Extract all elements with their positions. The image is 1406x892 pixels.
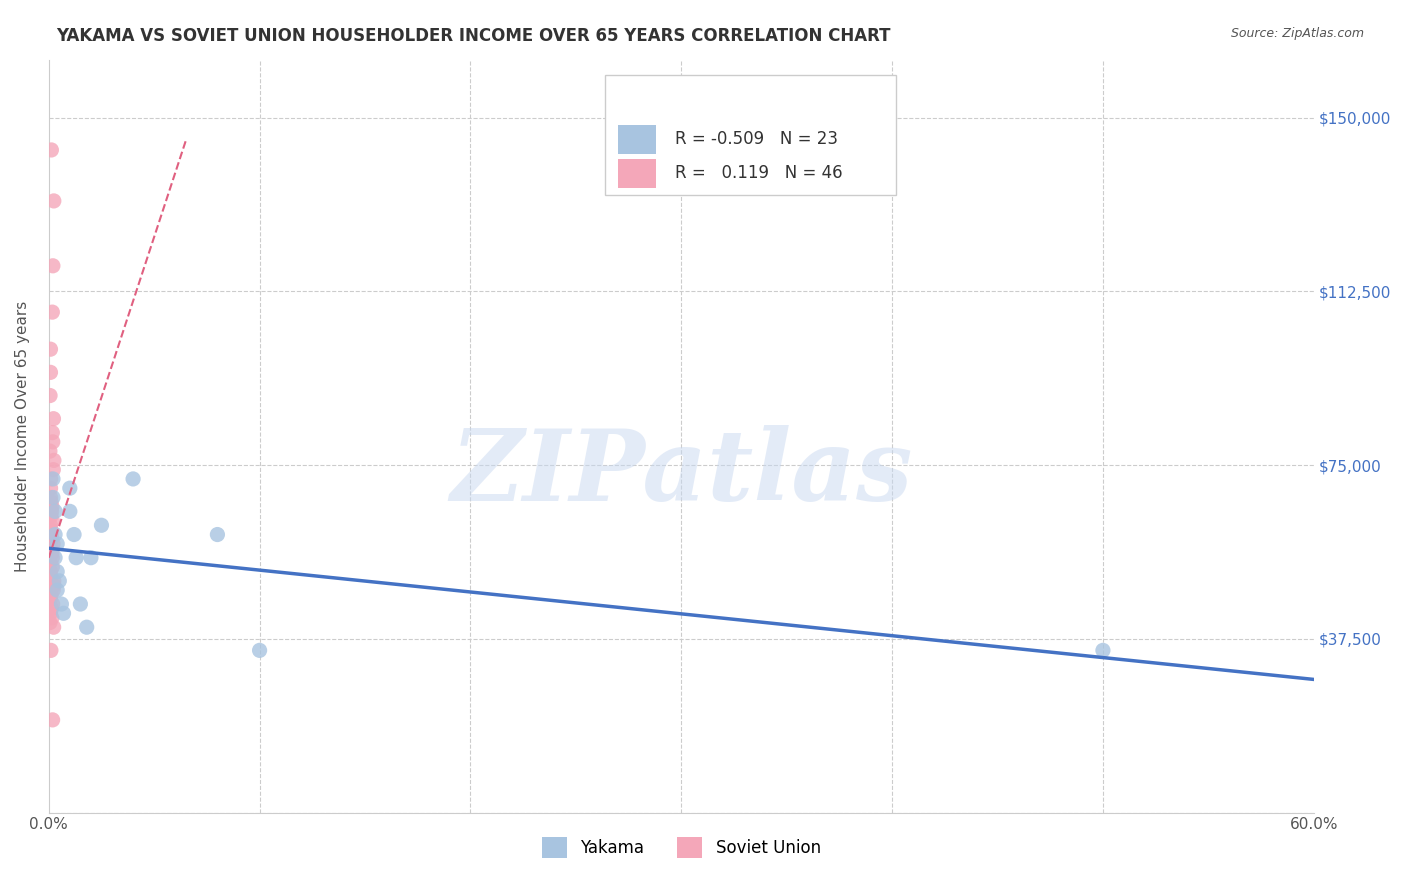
- Point: [59, 504, 82, 518]
- Point: [42, 434, 65, 449]
- Point: [41, 597, 63, 611]
- Y-axis label: Householder Income Over 65 years: Householder Income Over 65 years: [15, 301, 30, 572]
- Point: [39, 472, 62, 486]
- Text: R = -0.509   N = 23: R = -0.509 N = 23: [675, 130, 838, 148]
- Point: [44, 550, 66, 565]
- Point: [41, 550, 63, 565]
- Point: [207, 527, 229, 541]
- Point: [39, 388, 62, 402]
- Point: [41, 514, 63, 528]
- Point: [41, 527, 63, 541]
- Point: [42, 472, 65, 486]
- Point: [41, 611, 63, 625]
- Point: [42, 411, 65, 425]
- Point: [42, 453, 65, 467]
- Point: [39, 565, 62, 579]
- Point: [59, 481, 82, 495]
- Point: [41, 143, 63, 157]
- Point: [51, 597, 73, 611]
- Legend: Yakama, Soviet Union: Yakama, Soviet Union: [536, 830, 828, 864]
- Point: [65, 550, 87, 565]
- Point: [39, 607, 62, 621]
- Point: [39, 481, 62, 495]
- Point: [39, 592, 62, 607]
- Point: [41, 713, 63, 727]
- FancyBboxPatch shape: [606, 75, 896, 195]
- Point: [76, 620, 98, 634]
- Point: [41, 500, 63, 514]
- Text: ZIPatlas: ZIPatlas: [450, 425, 912, 522]
- Point: [39, 523, 62, 537]
- Point: [52, 607, 75, 621]
- Point: [39, 643, 62, 657]
- Point: [39, 615, 62, 630]
- FancyBboxPatch shape: [619, 159, 657, 187]
- Point: [39, 508, 62, 523]
- Point: [38, 444, 60, 458]
- Point: [46, 565, 69, 579]
- Point: [42, 259, 65, 273]
- Point: [42, 463, 65, 477]
- Point: [41, 305, 63, 319]
- Point: [39, 495, 62, 509]
- Point: [48, 574, 70, 588]
- Point: [39, 569, 62, 583]
- Point: [41, 601, 63, 615]
- Point: [41, 560, 63, 574]
- Point: [249, 643, 271, 657]
- Point: [39, 555, 62, 569]
- Point: [42, 491, 65, 505]
- Point: [42, 583, 65, 598]
- Text: R =   0.119   N = 46: R = 0.119 N = 46: [675, 164, 842, 182]
- Point: [39, 491, 62, 505]
- Point: [41, 425, 63, 440]
- Point: [42, 194, 65, 208]
- Point: [42, 537, 65, 551]
- Text: YAKAMA VS SOVIET UNION HOUSEHOLDER INCOME OVER 65 YEARS CORRELATION CHART: YAKAMA VS SOVIET UNION HOUSEHOLDER INCOM…: [56, 27, 891, 45]
- Point: [41, 504, 63, 518]
- Point: [41, 532, 63, 546]
- Point: [42, 620, 65, 634]
- Point: [1091, 643, 1114, 657]
- Point: [44, 527, 66, 541]
- Text: Source: ZipAtlas.com: Source: ZipAtlas.com: [1230, 27, 1364, 40]
- Point: [46, 583, 69, 598]
- Point: [42, 578, 65, 592]
- Point: [46, 537, 69, 551]
- Point: [39, 588, 62, 602]
- Point: [122, 472, 145, 486]
- Point: [39, 365, 62, 379]
- Point: [42, 574, 65, 588]
- Point: [63, 527, 86, 541]
- Point: [90, 518, 112, 533]
- Point: [39, 342, 62, 356]
- FancyBboxPatch shape: [619, 125, 657, 153]
- Point: [80, 550, 103, 565]
- Point: [41, 546, 63, 560]
- Point: [44, 504, 66, 518]
- Point: [39, 541, 62, 556]
- Point: [69, 597, 91, 611]
- Point: [39, 518, 62, 533]
